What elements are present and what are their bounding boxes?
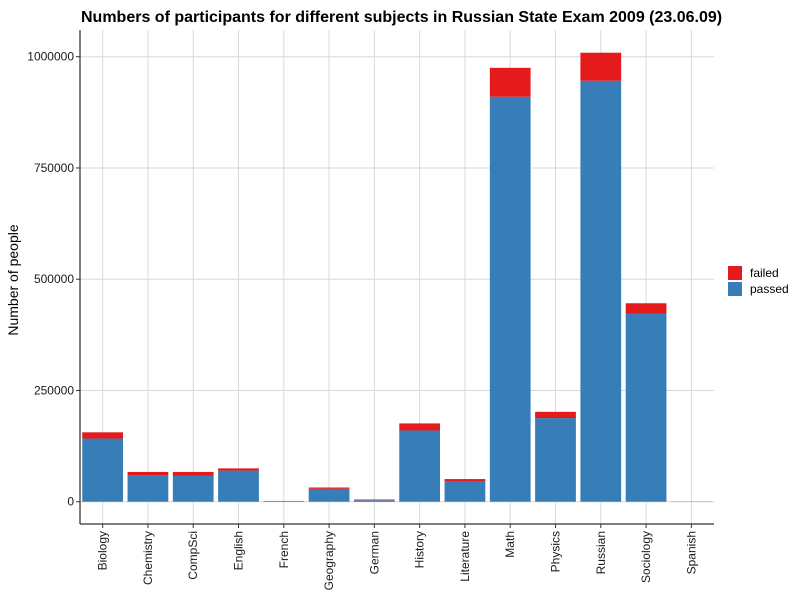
axes	[79, 30, 714, 525]
y-tick-label: 0	[67, 495, 74, 509]
x-tick-label-english: English	[232, 531, 246, 570]
x-tick-label-spanish: Spanish	[684, 531, 698, 574]
bar-failed-history	[399, 423, 441, 431]
bar-failed-german	[353, 499, 395, 501]
bar-passed-math	[489, 96, 531, 502]
bar-failed-chemistry	[127, 471, 169, 476]
legend-label-passed: passed	[750, 282, 789, 296]
x-tick-label-german: German	[367, 531, 381, 574]
y-axis-title: Number of people	[5, 224, 21, 336]
bar-failed-biology	[82, 432, 124, 439]
bar-passed-literature	[444, 481, 486, 502]
bar-failed-english	[218, 468, 259, 471]
x-tick-label-math: Math	[503, 531, 517, 558]
x-tick-label-sociology: Sociology	[639, 531, 653, 583]
bars	[82, 52, 712, 502]
x-tick-label-geography: Geography	[322, 531, 336, 590]
x-axis-ticks: Biology Chemistry CompSci English French Geog…	[96, 524, 698, 590]
y-tick-label: 1000000	[27, 50, 74, 64]
bar-failed-math	[489, 67, 531, 97]
bar-passed-history	[399, 430, 441, 502]
legend: failed passed	[728, 266, 789, 296]
bar-failed-literature	[444, 479, 486, 482]
x-tick-label-physics: Physics	[549, 531, 563, 572]
bar-passed-chemistry	[127, 475, 169, 502]
x-tick-label-compsci: CompSci	[186, 531, 200, 580]
x-tick-label-chemistry: Chemistry	[141, 531, 155, 585]
bar-passed-russian	[580, 80, 622, 502]
bar-passed-geography	[308, 488, 350, 502]
bar-failed-physics	[535, 411, 576, 419]
y-axis-ticks: 0 250000 500000 750000 1000000	[27, 50, 80, 509]
bar-failed-sociology	[625, 303, 667, 314]
bar-passed-german	[353, 500, 395, 502]
x-tick-label-literature: Literature	[458, 531, 472, 582]
legend-swatch-failed	[728, 266, 742, 280]
bar-passed-sociology	[625, 313, 667, 502]
y-tick-label: 750000	[34, 161, 74, 175]
y-tick-label: 500000	[34, 272, 74, 286]
bar-failed-geography	[308, 487, 350, 489]
bar-failed-compsci	[172, 471, 214, 476]
chart-title: Numbers of participants for different su…	[81, 9, 722, 26]
x-tick-label-history: History	[413, 531, 427, 568]
bar-passed-compsci	[172, 475, 214, 502]
y-tick-label: 250000	[34, 383, 74, 397]
x-tick-label-biology: Biology	[96, 531, 110, 570]
x-tick-label-french: French	[277, 531, 291, 568]
bar-passed-biology	[82, 438, 124, 502]
legend-label-failed: failed	[750, 266, 779, 280]
legend-swatch-passed	[728, 282, 742, 296]
bar-passed-physics	[535, 418, 576, 502]
bar-failed-russian	[580, 52, 622, 81]
bar-passed-english	[218, 470, 259, 502]
x-tick-label-russian: Russian	[594, 531, 608, 574]
